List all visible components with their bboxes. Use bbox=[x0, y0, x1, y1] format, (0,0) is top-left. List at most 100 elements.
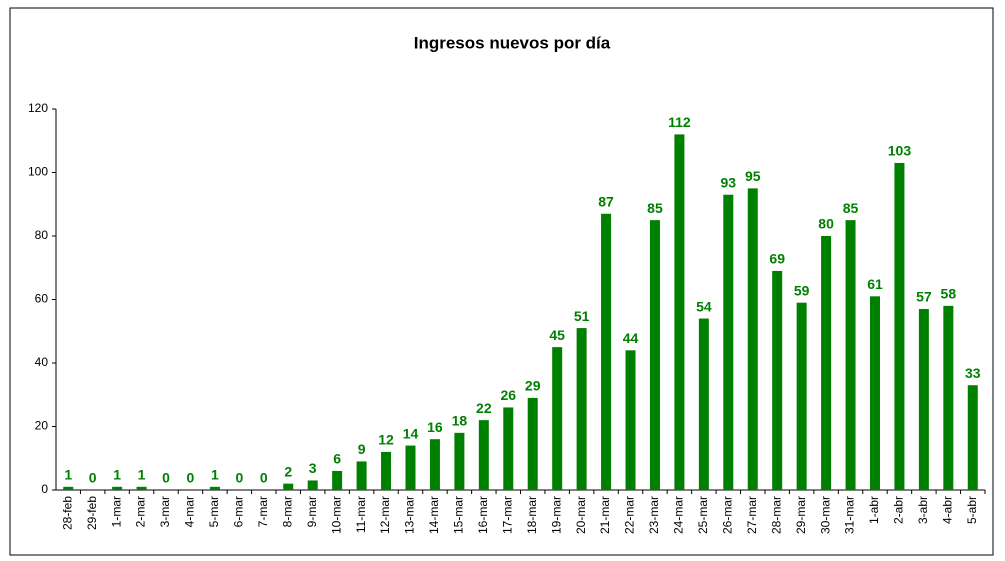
x-tick-label: 12-mar bbox=[378, 496, 392, 534]
bar bbox=[552, 347, 563, 490]
value-label: 58 bbox=[941, 286, 957, 302]
x-tick-label: 28-feb bbox=[60, 496, 74, 530]
value-label: 16 bbox=[427, 419, 443, 435]
value-label: 18 bbox=[452, 413, 468, 429]
bar bbox=[845, 220, 856, 490]
bar bbox=[918, 309, 929, 490]
value-label: 6 bbox=[333, 451, 341, 467]
x-tick-label: 3-mar bbox=[158, 496, 172, 527]
x-tick-label: 21-mar bbox=[598, 496, 612, 534]
x-tick-label: 4-abr bbox=[941, 496, 955, 524]
x-tick-label: 25-mar bbox=[696, 496, 710, 534]
value-label: 59 bbox=[794, 282, 810, 298]
x-tick-label: 5-mar bbox=[207, 496, 221, 527]
bar bbox=[772, 270, 783, 490]
value-label: 93 bbox=[721, 174, 737, 190]
chart-title: Ingresos nuevos por día bbox=[414, 33, 611, 52]
value-label: 22 bbox=[476, 400, 492, 416]
value-label: 14 bbox=[403, 425, 419, 441]
x-tick-label: 3-abr bbox=[916, 496, 930, 524]
x-tick-label: 24-mar bbox=[672, 496, 686, 534]
value-label: 1 bbox=[113, 467, 121, 483]
x-tick-label: 6-mar bbox=[232, 496, 246, 527]
y-tick-label: 80 bbox=[35, 228, 49, 242]
value-label: 1 bbox=[211, 467, 219, 483]
bar bbox=[894, 162, 905, 490]
value-label: 12 bbox=[378, 432, 394, 448]
value-label: 80 bbox=[818, 216, 834, 232]
bar bbox=[625, 350, 636, 490]
x-tick-label: 2-mar bbox=[134, 496, 148, 527]
bar bbox=[576, 328, 587, 490]
bar bbox=[698, 318, 709, 490]
value-label: 85 bbox=[647, 200, 663, 216]
bar bbox=[943, 305, 954, 490]
bar bbox=[63, 486, 74, 490]
x-tick-label: 1-abr bbox=[867, 496, 881, 524]
bar bbox=[307, 480, 318, 490]
value-label: 9 bbox=[358, 441, 366, 457]
x-tick-label: 10-mar bbox=[329, 496, 343, 534]
bar bbox=[454, 432, 465, 490]
value-label: 69 bbox=[769, 251, 785, 267]
bar bbox=[674, 134, 685, 490]
value-label: 1 bbox=[64, 467, 72, 483]
bar bbox=[527, 397, 538, 490]
y-tick-label: 0 bbox=[41, 482, 48, 496]
x-tick-label: 29-mar bbox=[794, 496, 808, 534]
bar bbox=[796, 302, 807, 490]
value-label: 3 bbox=[309, 460, 317, 476]
value-label: 51 bbox=[574, 308, 590, 324]
y-tick-label: 100 bbox=[28, 165, 48, 179]
bar bbox=[503, 407, 514, 490]
x-tick-label: 17-mar bbox=[500, 496, 514, 534]
y-tick-label: 120 bbox=[28, 101, 48, 115]
x-tick-label: 5-abr bbox=[965, 496, 979, 524]
x-tick-label: 2-abr bbox=[892, 496, 906, 524]
x-tick-label: 8-mar bbox=[280, 496, 294, 527]
value-label: 112 bbox=[668, 114, 691, 130]
x-tick-label: 30-mar bbox=[818, 496, 832, 534]
value-label: 87 bbox=[598, 193, 614, 209]
value-label: 33 bbox=[965, 365, 981, 381]
value-label: 26 bbox=[500, 387, 516, 403]
value-label: 95 bbox=[745, 168, 761, 184]
bar bbox=[821, 236, 832, 490]
x-tick-label: 22-mar bbox=[623, 496, 637, 534]
bar bbox=[747, 188, 758, 490]
value-label: 0 bbox=[89, 470, 97, 486]
value-label: 57 bbox=[916, 289, 932, 305]
x-tick-label: 4-mar bbox=[183, 496, 197, 527]
value-label: 0 bbox=[162, 470, 170, 486]
x-tick-label: 20-mar bbox=[574, 496, 588, 534]
x-tick-label: 7-mar bbox=[256, 496, 270, 527]
bar bbox=[429, 439, 440, 490]
x-tick-label: 9-mar bbox=[305, 496, 319, 527]
bar bbox=[405, 445, 416, 490]
value-label: 103 bbox=[888, 143, 912, 159]
y-tick-label: 40 bbox=[35, 355, 49, 369]
value-label: 45 bbox=[549, 327, 565, 343]
y-tick-label: 60 bbox=[35, 292, 49, 306]
bar bbox=[478, 420, 489, 490]
x-tick-label: 28-mar bbox=[769, 496, 783, 534]
bar bbox=[381, 451, 392, 490]
x-tick-label: 15-mar bbox=[452, 496, 466, 534]
value-label: 0 bbox=[187, 470, 195, 486]
value-label: 85 bbox=[843, 200, 859, 216]
x-tick-label: 27-mar bbox=[745, 496, 759, 534]
value-label: 61 bbox=[867, 276, 883, 292]
bar bbox=[356, 461, 367, 490]
x-tick-label: 19-mar bbox=[549, 496, 563, 534]
bar bbox=[723, 194, 734, 490]
x-tick-label: 18-mar bbox=[525, 496, 539, 534]
bar bbox=[649, 220, 660, 490]
value-label: 54 bbox=[696, 298, 712, 314]
y-tick-label: 20 bbox=[35, 419, 49, 433]
value-label: 29 bbox=[525, 378, 541, 394]
value-label: 2 bbox=[284, 463, 292, 479]
value-label: 0 bbox=[235, 470, 243, 486]
bar bbox=[967, 385, 978, 490]
bar bbox=[869, 296, 880, 490]
